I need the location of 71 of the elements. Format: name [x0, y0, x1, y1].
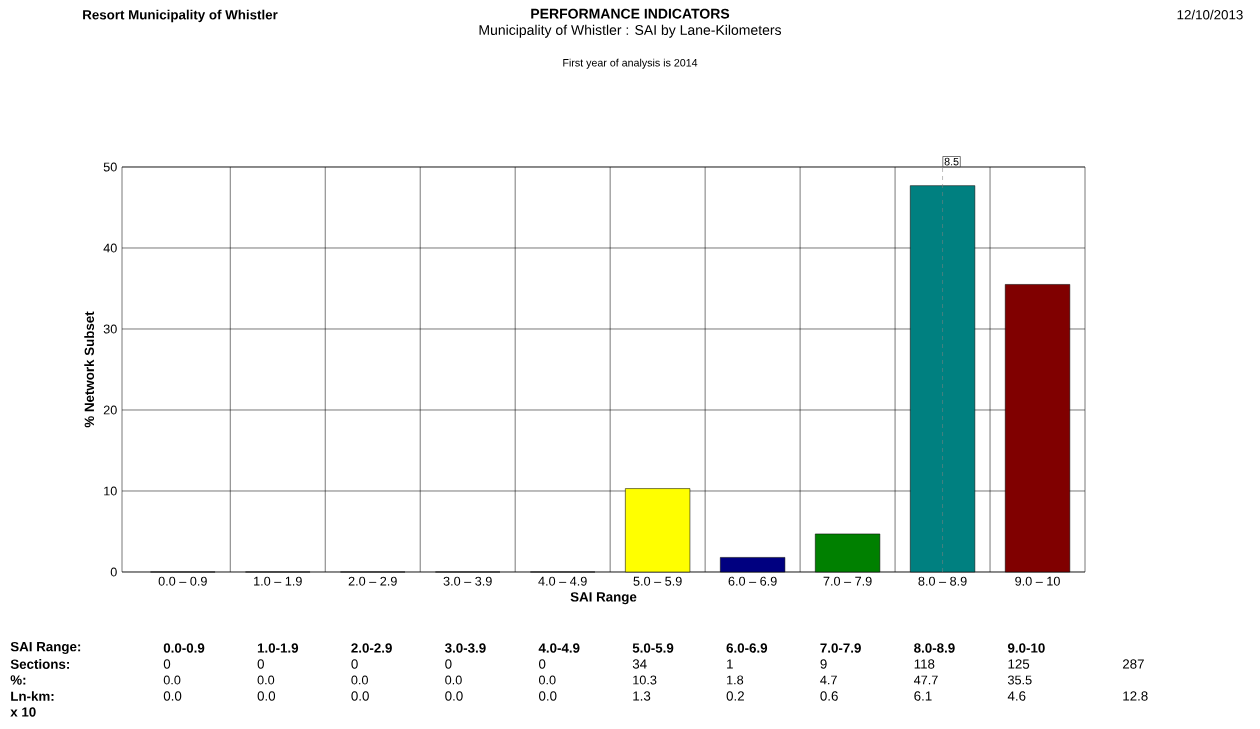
data-label: 1.8	[727, 675, 744, 685]
text: 6.0-6.9	[726, 643, 768, 653]
x-tick-label: 9.0 – 10	[1015, 576, 1060, 586]
text: 4.6	[1007, 691, 1026, 701]
text: 0	[351, 659, 358, 669]
text: 1.3	[633, 691, 651, 701]
x-tick-label: 5.0 – 5.9	[633, 576, 682, 586]
text: x 10	[10, 707, 36, 717]
text: 0.0	[351, 691, 369, 701]
data-label: 0.0	[351, 675, 368, 685]
text: 0.0	[539, 691, 557, 701]
data-label: 4.7	[820, 675, 837, 685]
text: 5.0-5.9	[632, 643, 674, 653]
text: 287	[1122, 659, 1144, 669]
y-tick-label: 40	[103, 243, 117, 253]
text: 7.0-7.9	[820, 643, 861, 653]
text: 0	[539, 659, 546, 669]
y-tick-label: 50	[103, 162, 117, 172]
ref-line-label: 8.5	[944, 157, 959, 166]
text: 6.1	[914, 691, 932, 701]
y-tick-label: 10	[104, 486, 117, 496]
text: 12.8	[1123, 691, 1148, 701]
chart-subtitle: Municipality of Whistler : SAI by Lane-Kilometers	[479, 24, 782, 38]
text: 0.2	[726, 691, 744, 701]
text: Resort Municipality of Whistler	[83, 9, 278, 23]
chart-title: PERFORMANCE INDICATORS	[531, 8, 730, 19]
x-tick-label: 7.0 – 7.9	[823, 576, 872, 586]
text: 0	[257, 659, 264, 669]
x-tick-label: 1.0 – 1.9	[254, 576, 302, 586]
data-label: 0.0	[538, 675, 556, 685]
text: %:	[10, 675, 26, 685]
x-tick-label: 6.0 – 6.9	[728, 576, 777, 586]
text: 1	[727, 659, 733, 669]
text: 0	[445, 659, 452, 669]
data-label: 35.5	[1007, 675, 1032, 685]
text: Sections:	[10, 659, 69, 669]
x-tick-label: 2.0 – 2.9	[348, 576, 397, 586]
text: 12/10/2013	[1177, 9, 1243, 20]
text: 0.6	[820, 691, 838, 701]
x-tick-label: 3.0 – 3.9	[443, 576, 492, 586]
x-tick-label: 4.0 – 4.9	[538, 576, 587, 586]
text: 125	[1008, 659, 1030, 669]
y-axis-title: % Network Subset	[84, 311, 95, 428]
text: 0.0	[445, 691, 463, 701]
text: 34	[632, 659, 647, 669]
x-tick-label: 8.0 – 8.9	[918, 576, 967, 586]
text: 8.0-8.9	[914, 643, 955, 653]
y-tick-label: 20	[103, 405, 117, 415]
text: 9	[820, 659, 827, 669]
data-label: 47.7	[913, 675, 938, 685]
text: 9.0-10	[1007, 643, 1045, 653]
text: Ln-km:	[11, 691, 54, 701]
text: 0.0	[163, 691, 182, 701]
text: 0	[163, 659, 171, 669]
x-tick-label: 0.0 – 0.9	[158, 576, 207, 586]
text: SAI Range:	[10, 641, 81, 655]
text: 1.0-1.9	[257, 643, 299, 653]
text: 3.0-3.9	[444, 643, 486, 653]
y-tick-label: 30	[103, 324, 117, 334]
data-label: 10.3	[633, 675, 657, 685]
text: 4.0-4.9	[538, 643, 580, 653]
y-tick-label: 0	[110, 567, 117, 577]
text: First year of analysis is 2014	[563, 58, 698, 69]
text: 2.0-2.9	[351, 643, 392, 653]
data-label: 0.0	[445, 675, 462, 685]
text: 0.0	[257, 691, 276, 701]
text: 0.0-0.9	[163, 643, 205, 653]
data-label: 0.0	[257, 675, 275, 685]
data-label: 0.0	[163, 675, 181, 685]
text: 118	[914, 659, 935, 669]
x-axis-title: SAI Range	[570, 592, 637, 605]
